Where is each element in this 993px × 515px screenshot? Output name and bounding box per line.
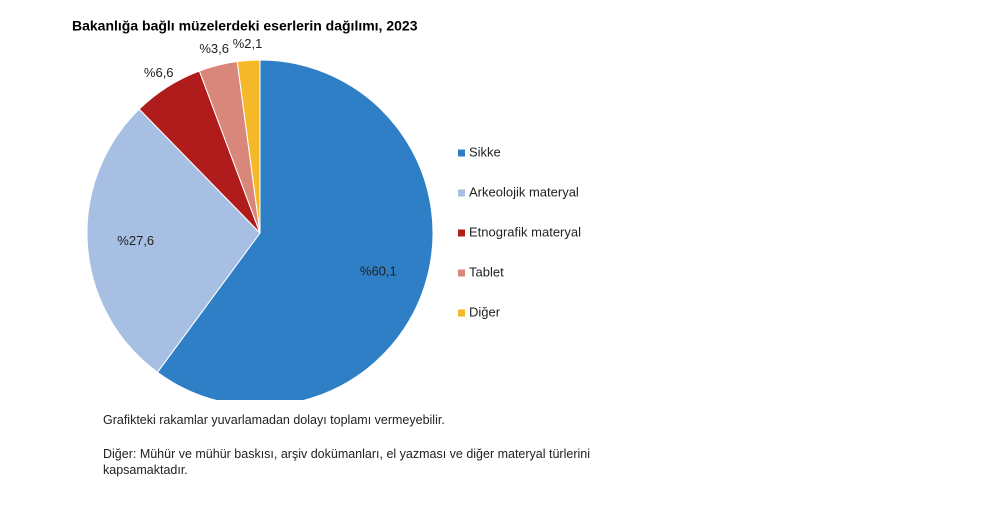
legend-swatch <box>458 189 465 197</box>
note: Diğer: Mühür ve mühür baskısı, arşiv dok… <box>103 447 590 477</box>
legend-swatch <box>458 269 465 277</box>
note: Grafikteki rakamlar yuvarlamadan dolayı … <box>103 413 445 427</box>
data-label: %3,6 <box>199 41 229 56</box>
legend-label: Sikke <box>469 144 501 159</box>
legend-swatch <box>458 309 465 317</box>
legend-swatch <box>458 229 465 237</box>
legend-label: Diğer <box>469 304 501 319</box>
data-label: %2,1 <box>233 36 263 51</box>
pie-slice <box>86 108 261 374</box>
chart-title: Bakanlığa bağlı müzelerdeki eserlerin da… <box>72 18 418 34</box>
legend-swatch <box>458 149 465 157</box>
legend-label: Arkeolojik materyal <box>469 184 579 199</box>
legend-label: Tablet <box>469 264 504 279</box>
legend-label: Etnografik materyal <box>469 224 581 239</box>
data-label: %60,1 <box>360 263 397 278</box>
data-label: %6,6 <box>144 65 174 80</box>
chart: Bakanlığa bağlı müzelerdeki eserlerin da… <box>72 18 581 407</box>
data-label: %27,6 <box>117 233 154 248</box>
pie-slice <box>236 59 261 234</box>
